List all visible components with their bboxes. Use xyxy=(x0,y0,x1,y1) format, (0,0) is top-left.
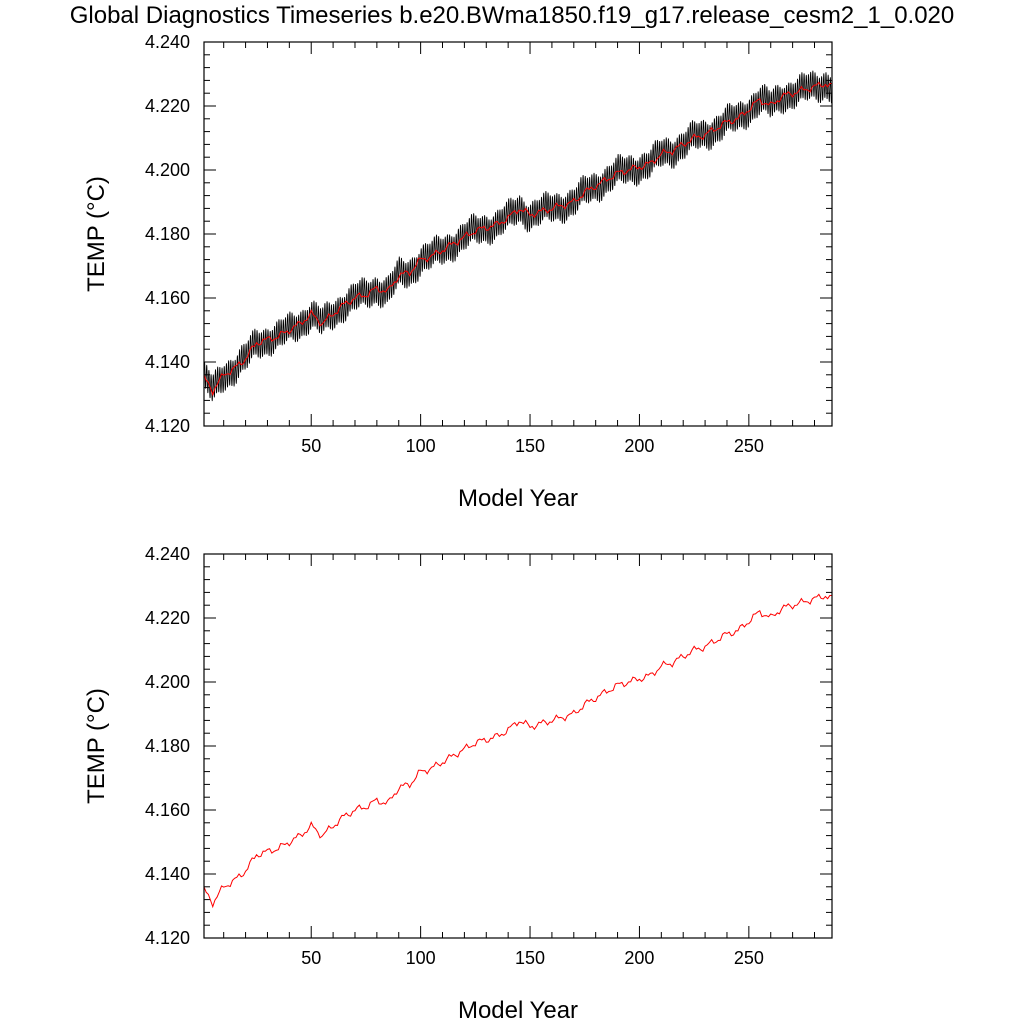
x-tick-label: 150 xyxy=(515,436,545,456)
plot-frame xyxy=(203,41,833,427)
y-tick-label: 4.140 xyxy=(145,864,190,884)
y-tick-label: 4.220 xyxy=(145,96,190,116)
x-axis-title: Model Year xyxy=(458,485,578,512)
y-axis-title: TEMP (°C) xyxy=(83,176,110,292)
page-title: Global Diagnostics Timeseries b.e20.BWma… xyxy=(69,2,955,29)
y-tick-label: 4.180 xyxy=(145,736,190,756)
bottom-panel: 50 100 150 200 250 4.120 4.140 4.160 4.180 4.200 4… xyxy=(83,544,833,1024)
y-tick-label: 4.240 xyxy=(145,32,190,52)
series-line-annual xyxy=(203,593,833,909)
top-panel: 50 100 150 200 250 4.120 4.140 4.160 4.180 4.200 4… xyxy=(83,32,833,512)
x-tick-label: 50 xyxy=(301,436,321,456)
x-tick-label: 100 xyxy=(406,436,436,456)
series-line-annual xyxy=(203,81,833,397)
x-tick-label: 250 xyxy=(734,436,764,456)
y-tick-label: 4.180 xyxy=(145,224,190,244)
y-tick-label: 4.240 xyxy=(145,544,190,564)
x-tick-label: 150 xyxy=(515,948,545,968)
x-tick-label: 100 xyxy=(406,948,436,968)
x-axis-title: Model Year xyxy=(458,997,578,1024)
plot-frame xyxy=(203,553,833,939)
y-tick-label: 4.140 xyxy=(145,352,190,372)
y-tick-label: 4.200 xyxy=(145,672,190,692)
y-tick-label: 4.200 xyxy=(145,160,190,180)
y-tick-label: 4.160 xyxy=(145,800,190,820)
y-tick-label: 4.120 xyxy=(145,928,190,948)
x-tick-label: 200 xyxy=(624,436,654,456)
x-tick-label: 200 xyxy=(624,948,654,968)
y-tick-label: 4.160 xyxy=(145,288,190,308)
y-axis-title: TEMP (°C) xyxy=(83,688,110,804)
series-line-monthly xyxy=(203,70,833,402)
x-tick-label: 50 xyxy=(301,948,321,968)
y-tick-label: 4.120 xyxy=(145,416,190,436)
y-tick-label: 4.220 xyxy=(145,608,190,628)
x-tick-label: 250 xyxy=(734,948,764,968)
